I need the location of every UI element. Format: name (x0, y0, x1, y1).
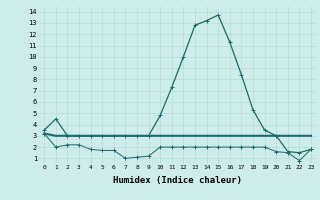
X-axis label: Humidex (Indice chaleur): Humidex (Indice chaleur) (113, 176, 242, 185)
